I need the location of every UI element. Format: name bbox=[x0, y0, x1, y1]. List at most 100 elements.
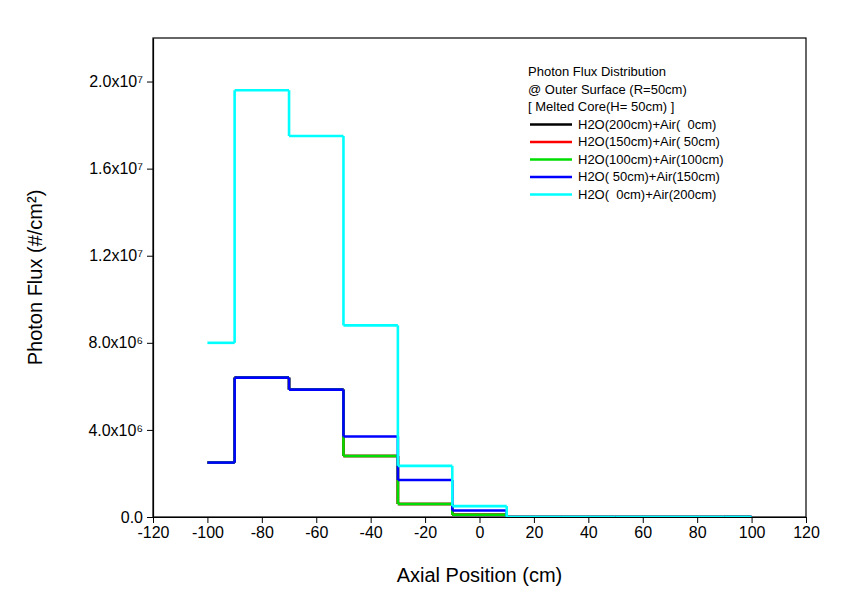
step-segment bbox=[670, 516, 724, 517]
y-tick: 4.0x10⁶ bbox=[88, 422, 153, 439]
step-segment bbox=[235, 376, 289, 379]
step-segment bbox=[561, 516, 615, 517]
step-segment bbox=[670, 516, 724, 517]
x-tick-label: 40 bbox=[580, 524, 598, 541]
step-segment bbox=[507, 516, 561, 517]
x-axis: -120 -100 -80 -60 -40 -20 0 20 40 60 80 100 120 bbox=[137, 517, 819, 541]
x-tick-mark bbox=[316, 517, 317, 523]
step-segment bbox=[507, 516, 561, 517]
x-tick-mark bbox=[207, 517, 208, 523]
x-tick-label: 80 bbox=[689, 524, 707, 541]
x-tick-label: -100 bbox=[192, 524, 224, 541]
x-tick-label: 20 bbox=[526, 524, 544, 541]
step-segment bbox=[616, 516, 670, 517]
y-axis: 0.0 4.0x10⁶ 8.0x10⁶ 1.2x10⁷ 1.6x10⁷ 2.0x10⁷ bbox=[88, 39, 153, 526]
legend-swatch bbox=[530, 141, 572, 144]
step-segment bbox=[289, 388, 343, 391]
step-riser bbox=[397, 325, 400, 465]
x-tick-label: -20 bbox=[414, 524, 437, 541]
step-segment bbox=[235, 376, 289, 379]
step-segment bbox=[616, 516, 670, 517]
x-axis-title: Axial Position (cm) bbox=[397, 564, 563, 586]
series-group bbox=[207, 90, 751, 517]
y-tick-mark bbox=[147, 256, 153, 257]
step-riser bbox=[233, 378, 236, 463]
step-segment bbox=[452, 505, 506, 508]
x-tick: 120 bbox=[793, 517, 820, 541]
x-tick-label: 0 bbox=[476, 524, 485, 541]
y-tick: 1.2x10⁷ bbox=[89, 247, 153, 264]
chart: -120 -100 -80 -60 -40 -20 0 20 40 60 80 100 120 0.0 4.… bbox=[0, 0, 849, 616]
legend-label: H2O( 0cm)+Air(200cm) bbox=[578, 187, 716, 202]
x-tick: -100 bbox=[192, 517, 224, 541]
x-tick-mark bbox=[643, 517, 644, 523]
x-tick-mark bbox=[806, 517, 807, 523]
series bbox=[207, 90, 751, 517]
x-tick-label: -80 bbox=[251, 524, 274, 541]
x-tick-mark bbox=[480, 517, 481, 523]
step-riser bbox=[233, 90, 236, 343]
y-tick-label: 2.0x10⁷ bbox=[89, 73, 143, 90]
y-tick-mark bbox=[147, 82, 153, 83]
step-riser bbox=[342, 390, 345, 437]
step-segment bbox=[207, 461, 234, 464]
x-tick-mark bbox=[697, 517, 698, 523]
step-segment bbox=[343, 455, 397, 458]
step-riser bbox=[342, 390, 345, 456]
step-segment bbox=[724, 516, 751, 517]
x-tick: 80 bbox=[689, 517, 707, 541]
y-tick: 0.0 bbox=[121, 509, 153, 526]
y-axis-title: Photon Flux (#/cm²) bbox=[24, 190, 46, 366]
step-segment bbox=[561, 516, 615, 517]
y-tick-mark bbox=[147, 343, 153, 344]
step-riser bbox=[342, 136, 345, 325]
x-tick: 60 bbox=[634, 517, 652, 541]
step-segment bbox=[235, 376, 289, 379]
step-segment bbox=[235, 376, 289, 379]
step-segment bbox=[289, 135, 343, 138]
x-tick-mark bbox=[534, 517, 535, 523]
step-riser bbox=[288, 378, 291, 390]
x-tick-label: -120 bbox=[137, 524, 169, 541]
x-tick: -40 bbox=[360, 517, 383, 541]
x-tick-mark bbox=[371, 517, 372, 523]
legend-label: H2O( 50cm)+Air(150cm) bbox=[578, 169, 720, 184]
step-segment bbox=[724, 516, 751, 517]
step-segment bbox=[343, 435, 397, 438]
step-segment bbox=[507, 516, 561, 517]
y-tick-mark bbox=[147, 517, 153, 518]
y-tick-label: 4.0x10⁶ bbox=[88, 422, 143, 439]
step-segment bbox=[398, 465, 452, 468]
step-segment bbox=[235, 89, 289, 92]
step-riser bbox=[451, 466, 454, 506]
legend-title: @ Outer Surface (R=50cm) bbox=[528, 82, 687, 97]
step-riser bbox=[288, 378, 291, 390]
x-tick: -80 bbox=[251, 517, 274, 541]
step-segment bbox=[452, 514, 506, 517]
step-segment bbox=[724, 516, 751, 517]
legend-swatch bbox=[530, 193, 572, 196]
x-tick-mark bbox=[588, 517, 589, 523]
x-tick: 40 bbox=[580, 517, 598, 541]
step-segment bbox=[670, 516, 724, 517]
step-segment bbox=[561, 516, 615, 517]
step-segment bbox=[616, 516, 670, 517]
y-tick: 1.6x10⁷ bbox=[89, 160, 153, 177]
plot-frame bbox=[153, 38, 806, 517]
x-tick: -60 bbox=[305, 517, 328, 541]
step-segment bbox=[207, 461, 234, 464]
step-segment bbox=[207, 461, 234, 464]
step-segment bbox=[670, 516, 724, 517]
x-tick: 100 bbox=[739, 517, 766, 541]
x-tick-label: -60 bbox=[305, 524, 328, 541]
step-segment bbox=[207, 342, 234, 345]
step-segment bbox=[398, 479, 452, 482]
step-segment bbox=[289, 388, 343, 391]
legend-title: [ Melted Core(H= 50cm) ] bbox=[528, 99, 674, 114]
series bbox=[207, 378, 751, 517]
step-riser bbox=[342, 390, 345, 456]
y-tick: 8.0x10⁶ bbox=[88, 334, 153, 351]
x-tick-label: 60 bbox=[634, 524, 652, 541]
x-tick: 20 bbox=[526, 517, 544, 541]
step-segment bbox=[452, 509, 506, 512]
